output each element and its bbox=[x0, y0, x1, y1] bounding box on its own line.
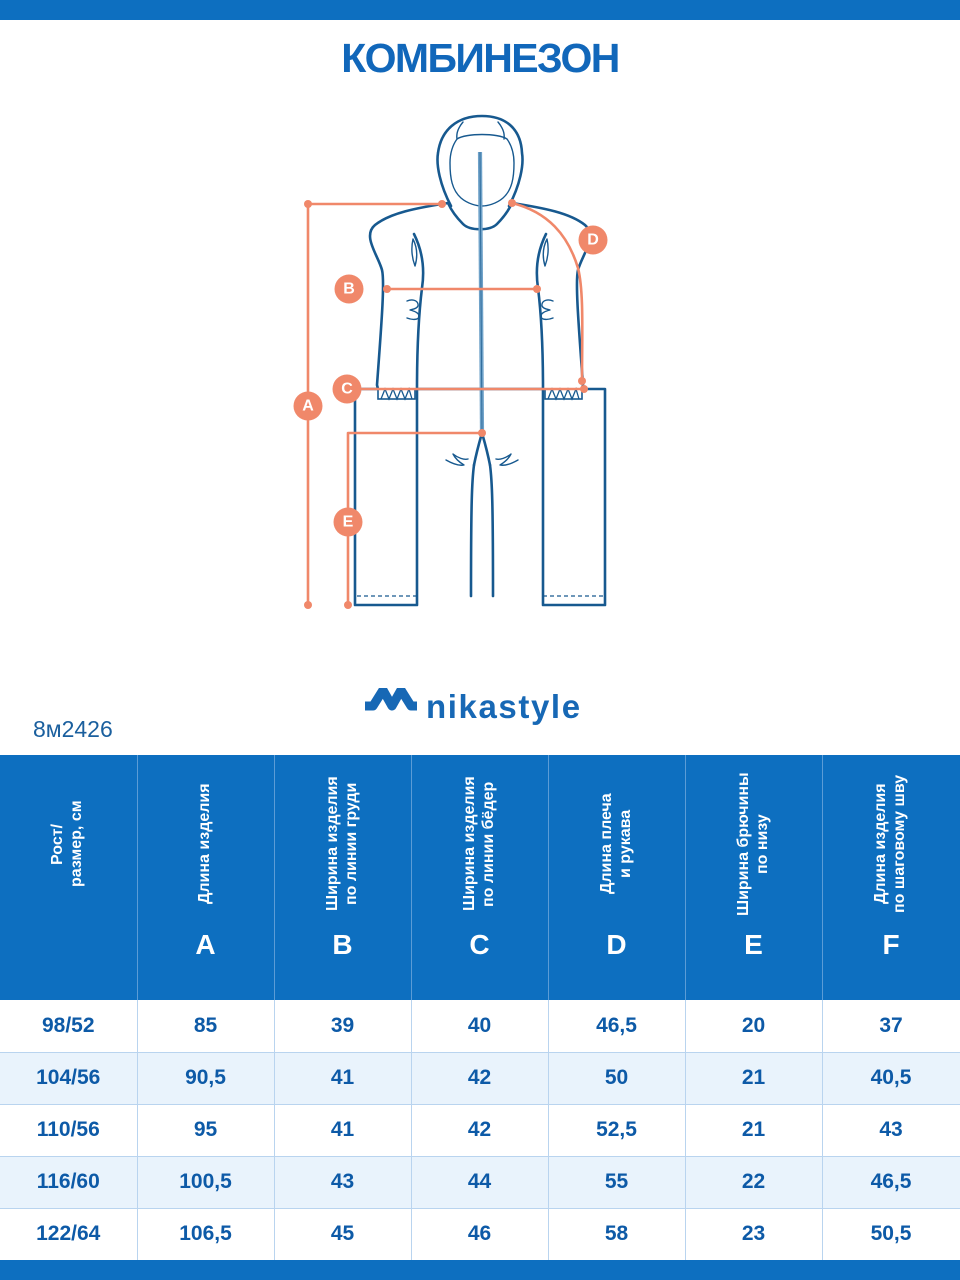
svg-text:B: B bbox=[343, 281, 355, 298]
svg-text:A: A bbox=[302, 398, 314, 415]
svg-text:nikastyle: nikastyle bbox=[426, 688, 582, 725]
svg-text:C: C bbox=[341, 381, 353, 398]
svg-text:E: E bbox=[343, 514, 354, 531]
svg-text:D: D bbox=[587, 232, 599, 249]
